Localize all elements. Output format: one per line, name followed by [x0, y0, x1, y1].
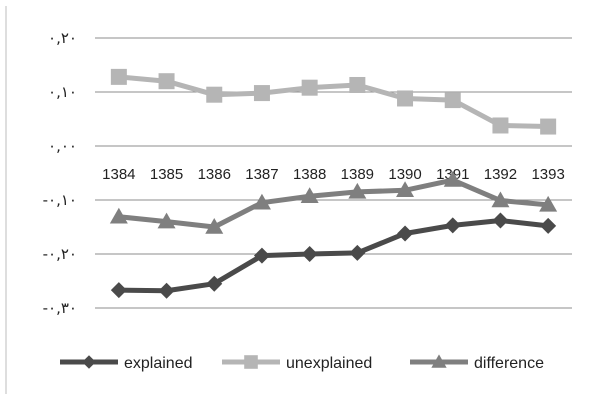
data-point-explained [492, 212, 509, 229]
data-point-explained [397, 225, 414, 242]
data-point-explained [110, 282, 127, 299]
data-point-difference [348, 182, 367, 199]
legend-item-difference: difference [410, 354, 544, 372]
data-point-difference [109, 207, 128, 224]
series-explained [110, 212, 557, 299]
legend: explained unexplained difference [60, 354, 544, 372]
data-point-difference [491, 191, 510, 208]
data-point-explained [444, 217, 461, 234]
y-tick-label: -۰,۱۰ [43, 191, 77, 209]
y-tick-label: ۰,۲۰ [48, 29, 77, 47]
legend-label: difference [474, 355, 544, 372]
x-tick-label: 1390 [388, 166, 421, 183]
legend-label: unexplained [286, 355, 372, 372]
y-tick-label: -۰,۲۰ [43, 245, 77, 263]
x-tick-label: 1393 [531, 166, 564, 183]
y-tick-label: -۰,۳۰ [43, 299, 77, 317]
data-point-difference [443, 171, 462, 187]
data-point-explained [540, 217, 557, 234]
data-point-unexplained [158, 73, 175, 90]
legend-marker-explained [82, 355, 96, 369]
legend-marker-unexplained [244, 355, 258, 369]
data-point-unexplained [206, 86, 223, 103]
data-point-difference [157, 212, 176, 229]
series-line-explained [118, 218, 549, 294]
data-point-explained [349, 244, 366, 261]
y-tick-label: ۰,۱۰ [48, 83, 77, 101]
x-axis-tick-labels: 1384138513861387138813891390139113921393 [102, 166, 565, 183]
legend-item-unexplained: unexplained [222, 355, 372, 372]
legend-marker-difference [431, 354, 447, 368]
data-point-unexplained [444, 92, 461, 109]
data-point-unexplained [540, 118, 557, 135]
x-tick-label: 1386 [198, 166, 231, 183]
legend-item-explained: explained [60, 355, 193, 372]
x-tick-label: 1384 [102, 166, 135, 183]
data-point-difference [205, 218, 224, 234]
data-point-difference [300, 187, 319, 203]
x-tick-label: 1387 [245, 166, 278, 183]
data-point-explained [301, 246, 318, 262]
y-tick-label: ۰,۰۰ [48, 137, 77, 155]
y-axis: ۰,۲۰ ۰,۱۰ ۰,۰۰ -۰,۱۰ -۰,۲۰ -۰,۳۰ [43, 29, 77, 317]
legend-label: explained [124, 355, 193, 372]
x-tick-label: 1385 [150, 166, 183, 183]
x-tick-label: 1392 [484, 166, 517, 183]
series-difference [109, 171, 558, 234]
data-point-difference [539, 195, 558, 212]
x-tick-label: 1388 [293, 166, 326, 183]
data-point-unexplained [492, 117, 509, 134]
x-tick-label: 1389 [341, 166, 374, 183]
data-point-explained [253, 247, 270, 264]
series-layer [109, 68, 558, 299]
data-point-explained [158, 282, 175, 299]
series-unexplained [110, 68, 557, 135]
data-point-unexplained [397, 90, 414, 107]
data-point-explained [206, 275, 223, 292]
data-point-difference [396, 181, 415, 198]
data-point-unexplained [301, 79, 318, 96]
data-point-unexplained [110, 68, 127, 85]
series-line-unexplained [118, 74, 549, 130]
data-point-unexplained [349, 76, 366, 93]
data-point-difference [252, 193, 271, 210]
data-point-unexplained [253, 85, 270, 102]
series-line-difference [118, 177, 549, 230]
